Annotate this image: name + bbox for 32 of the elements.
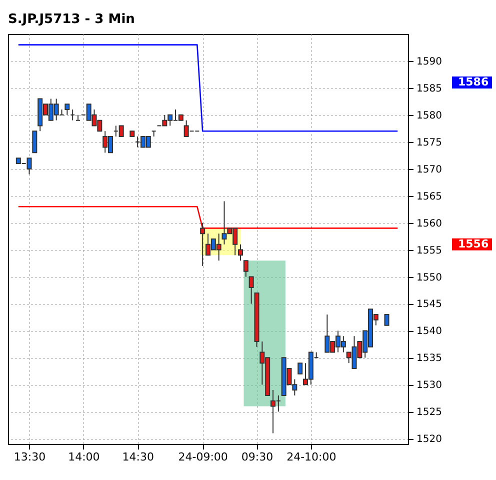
y-tick-label: 1560: [416, 218, 442, 230]
y-tick-label: 1540: [416, 326, 442, 338]
y-tick-label: 1525: [416, 407, 442, 418]
candlestick: [248, 276, 254, 304]
y-tick-label: 1555: [416, 245, 442, 256]
y-tick-label: 1520: [416, 434, 442, 446]
y-tick-label: 1530: [416, 380, 442, 392]
y-tick-label: 1580: [416, 110, 442, 122]
chart-title: S.JP.J5713 - 3 Min: [8, 12, 135, 27]
x-tick-label: 14:00: [68, 450, 100, 464]
y-tick-label: 1565: [416, 191, 442, 202]
candlestick: [243, 260, 248, 278]
candlestick: [384, 314, 390, 326]
y-tick-label: 1585: [416, 83, 442, 94]
y-tick-label: 1590: [416, 56, 442, 68]
y-tick-label: 1575: [416, 137, 442, 148]
ref-line-label: 1586: [458, 76, 489, 89]
ref-line-label: 1556: [458, 237, 489, 250]
candlestick: [64, 104, 70, 116]
y-tick-label: 1535: [416, 353, 442, 364]
x-tick-label: 24-09:00: [178, 450, 228, 464]
x-tick-label: 14:30: [122, 450, 154, 464]
x-tick-label: 13:30: [14, 450, 46, 464]
x-tick-label: 24-10:00: [286, 450, 336, 464]
y-tick-label: 1545: [416, 299, 442, 310]
x-tick-label: 09:30: [241, 450, 274, 464]
candlestick: [298, 362, 303, 374]
candlestick: [32, 130, 38, 154]
y-tick-label: 1550: [416, 272, 442, 284]
candlestick: [200, 222, 206, 266]
candlestick: [238, 244, 243, 262]
y-tick-label: 1570: [416, 164, 442, 176]
